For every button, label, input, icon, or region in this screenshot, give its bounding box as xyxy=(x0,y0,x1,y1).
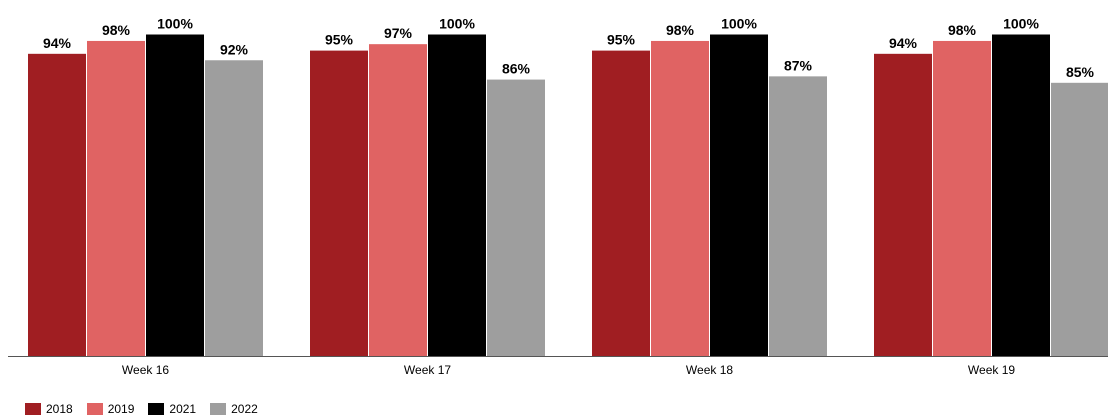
bar-2019-week-18 xyxy=(651,40,709,357)
data-label-2021-week-18: 100% xyxy=(721,16,757,32)
bar-2022-week-16 xyxy=(205,60,263,357)
category-label-week-18: Week 18 xyxy=(686,363,733,377)
bar-2019-week-19 xyxy=(933,40,991,357)
legend-item-2022: 2022 xyxy=(210,402,258,416)
legend-label-2019: 2019 xyxy=(107,402,135,416)
bar-2022-week-18 xyxy=(769,76,827,357)
bars-group xyxy=(28,34,1108,357)
legend-label-2018: 2018 xyxy=(46,402,73,416)
data-label-2019-week-16: 98% xyxy=(102,22,131,38)
legend-label-2022: 2022 xyxy=(231,402,258,416)
bar-2018-week-19 xyxy=(874,53,932,357)
data-label-2019-week-18: 98% xyxy=(666,22,695,38)
bar-2022-week-17 xyxy=(487,79,545,357)
bar-2021-week-19 xyxy=(992,34,1050,357)
data-label-2021-week-19: 100% xyxy=(1003,16,1039,32)
legend-swatch-2022 xyxy=(210,403,227,415)
bar-chart: 94% 98% 100% 92% 95% 97% 100% 86% 95% 98% 100% 87% 9… xyxy=(8,16,1108,377)
category-label-week-19: Week 19 xyxy=(968,363,1015,377)
bar-2019-week-17 xyxy=(369,44,427,357)
bar-2018-week-18 xyxy=(592,50,650,357)
data-label-2018-week-16: 94% xyxy=(43,35,72,51)
data-label-2018-week-18: 95% xyxy=(607,32,636,48)
category-label-week-16: Week 16 xyxy=(122,363,169,377)
bar-2019-week-16 xyxy=(87,40,145,357)
data-label-2022-week-17: 86% xyxy=(502,61,531,77)
data-label-2021-week-17: 100% xyxy=(439,16,475,32)
legend-swatch-2019 xyxy=(86,403,103,415)
legend-item-2019: 2019 xyxy=(86,402,135,416)
legend: 2018 2019 2021 2022 xyxy=(25,402,272,416)
bar-2021-week-17 xyxy=(428,34,486,357)
bar-2018-week-17 xyxy=(310,50,368,357)
category-labels-group: Week 16 Week 17 Week 18 Week 19 xyxy=(122,363,1015,377)
bar-2018-week-16 xyxy=(28,53,86,357)
bar-2021-week-16 xyxy=(146,34,204,357)
legend-swatch-2021 xyxy=(148,403,165,415)
data-labels-group: 94% 98% 100% 92% 95% 97% 100% 86% 95% 98% 100% 87% 9… xyxy=(43,16,1095,80)
bar-2021-week-18 xyxy=(710,34,768,357)
legend-label-2021: 2021 xyxy=(169,402,197,416)
data-label-2022-week-18: 87% xyxy=(784,57,813,73)
legend-item-2018: 2018 xyxy=(25,402,73,416)
data-label-2022-week-16: 92% xyxy=(220,41,249,57)
data-label-2022-week-19: 85% xyxy=(1066,64,1095,80)
data-label-2019-week-17: 97% xyxy=(384,25,413,41)
data-label-2021-week-16: 100% xyxy=(157,16,193,32)
bar-2022-week-19 xyxy=(1051,82,1108,357)
data-label-2018-week-17: 95% xyxy=(325,32,354,48)
legend-item-2021: 2021 xyxy=(148,402,196,416)
data-label-2019-week-19: 98% xyxy=(948,22,977,38)
data-label-2018-week-19: 94% xyxy=(889,35,918,51)
category-label-week-17: Week 17 xyxy=(404,363,451,377)
legend-swatch-2018 xyxy=(25,403,41,415)
